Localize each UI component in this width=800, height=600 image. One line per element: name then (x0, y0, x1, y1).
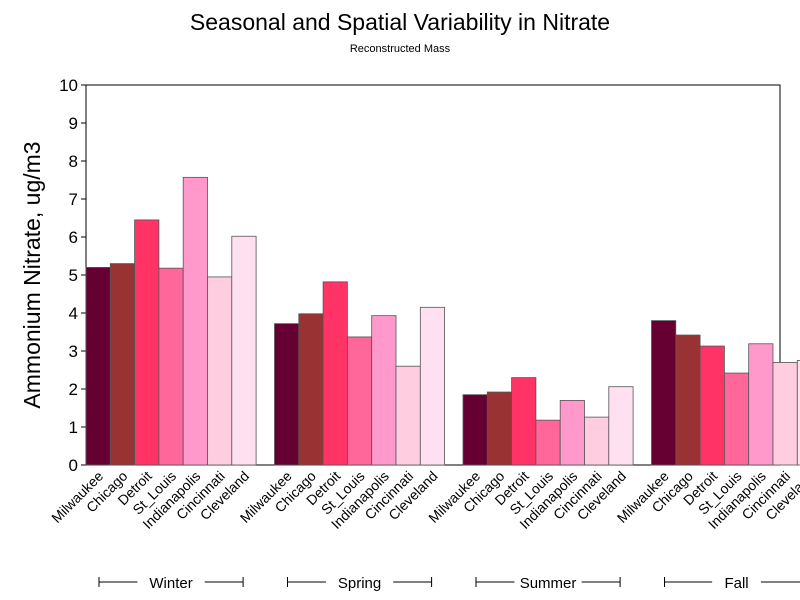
bar-fall-cleveland (796, 360, 800, 466)
bar-fall-detroit (699, 345, 725, 466)
bar-winter-milwaukee (85, 266, 111, 466)
bar-spring-milwaukee (274, 323, 300, 466)
y-tick-label: 3 (69, 342, 78, 361)
bars-group (85, 176, 800, 466)
bar-summer-detroit (511, 377, 537, 466)
y-tick-label: 7 (69, 190, 78, 209)
group-label-spring: Spring (338, 575, 381, 592)
chart-title: Seasonal and Spatial Variability in Nitr… (190, 9, 610, 35)
bar-summer-chicago (486, 391, 512, 466)
y-tick-label: 9 (69, 114, 78, 133)
y-tick-label: 8 (69, 152, 78, 171)
y-tick-label: 0 (69, 456, 78, 475)
y-tick-label: 6 (69, 228, 78, 247)
bar-spring-detroit (322, 281, 348, 466)
y-tick-label: 1 (69, 418, 78, 437)
chart-subtitle: Reconstructed Mass (350, 43, 451, 55)
bar-winter-cleveland (231, 235, 257, 466)
bar-winter-indianapolis (182, 176, 208, 466)
bar-fall-st-louis (724, 372, 750, 466)
bar-summer-milwaukee (462, 394, 488, 466)
bar-winter-detroit (134, 219, 160, 466)
bar-fall-indianapolis (748, 343, 774, 466)
y-axis: 0 1 2 3 4 5 6 7 8 9 10 (59, 76, 86, 475)
y-tick-label: 2 (69, 380, 78, 399)
bar-fall-milwaukee (651, 320, 677, 466)
bar-spring-indianapolis (371, 315, 397, 466)
bar-fall-cincinnati (772, 361, 798, 466)
group-label-fall: Fall (724, 575, 748, 592)
group-label-winter: Winter (149, 575, 192, 592)
bar-winter-cincinnati (207, 276, 233, 466)
bar-spring-cleveland (419, 306, 445, 466)
bar-summer-st-louis (535, 419, 561, 466)
y-axis-label: Ammonium Nitrate, ug/m3 (19, 141, 45, 408)
bar-summer-cincinnati (584, 416, 610, 466)
season-group-labels: Winter Spring Summer Fall (98, 575, 800, 592)
y-tick-label: 5 (69, 266, 78, 285)
bar-fall-chicago (675, 334, 701, 466)
group-label-summer: Summer (520, 575, 577, 592)
y-tick-label: 4 (69, 304, 78, 323)
bar-summer-cleveland (608, 386, 634, 466)
bar-spring-cincinnati (395, 365, 421, 466)
bar-spring-chicago (298, 313, 324, 466)
bar-winter-st-louis (158, 267, 184, 466)
bar-winter-chicago (109, 263, 136, 466)
bar-spring-st-louis (346, 336, 373, 466)
bar-summer-indianapolis (559, 399, 585, 466)
y-tick-label: 10 (59, 76, 78, 95)
x-tick-labels: MilwaukeeChicagoDetroitSt_LouisIndianapo… (48, 468, 800, 532)
